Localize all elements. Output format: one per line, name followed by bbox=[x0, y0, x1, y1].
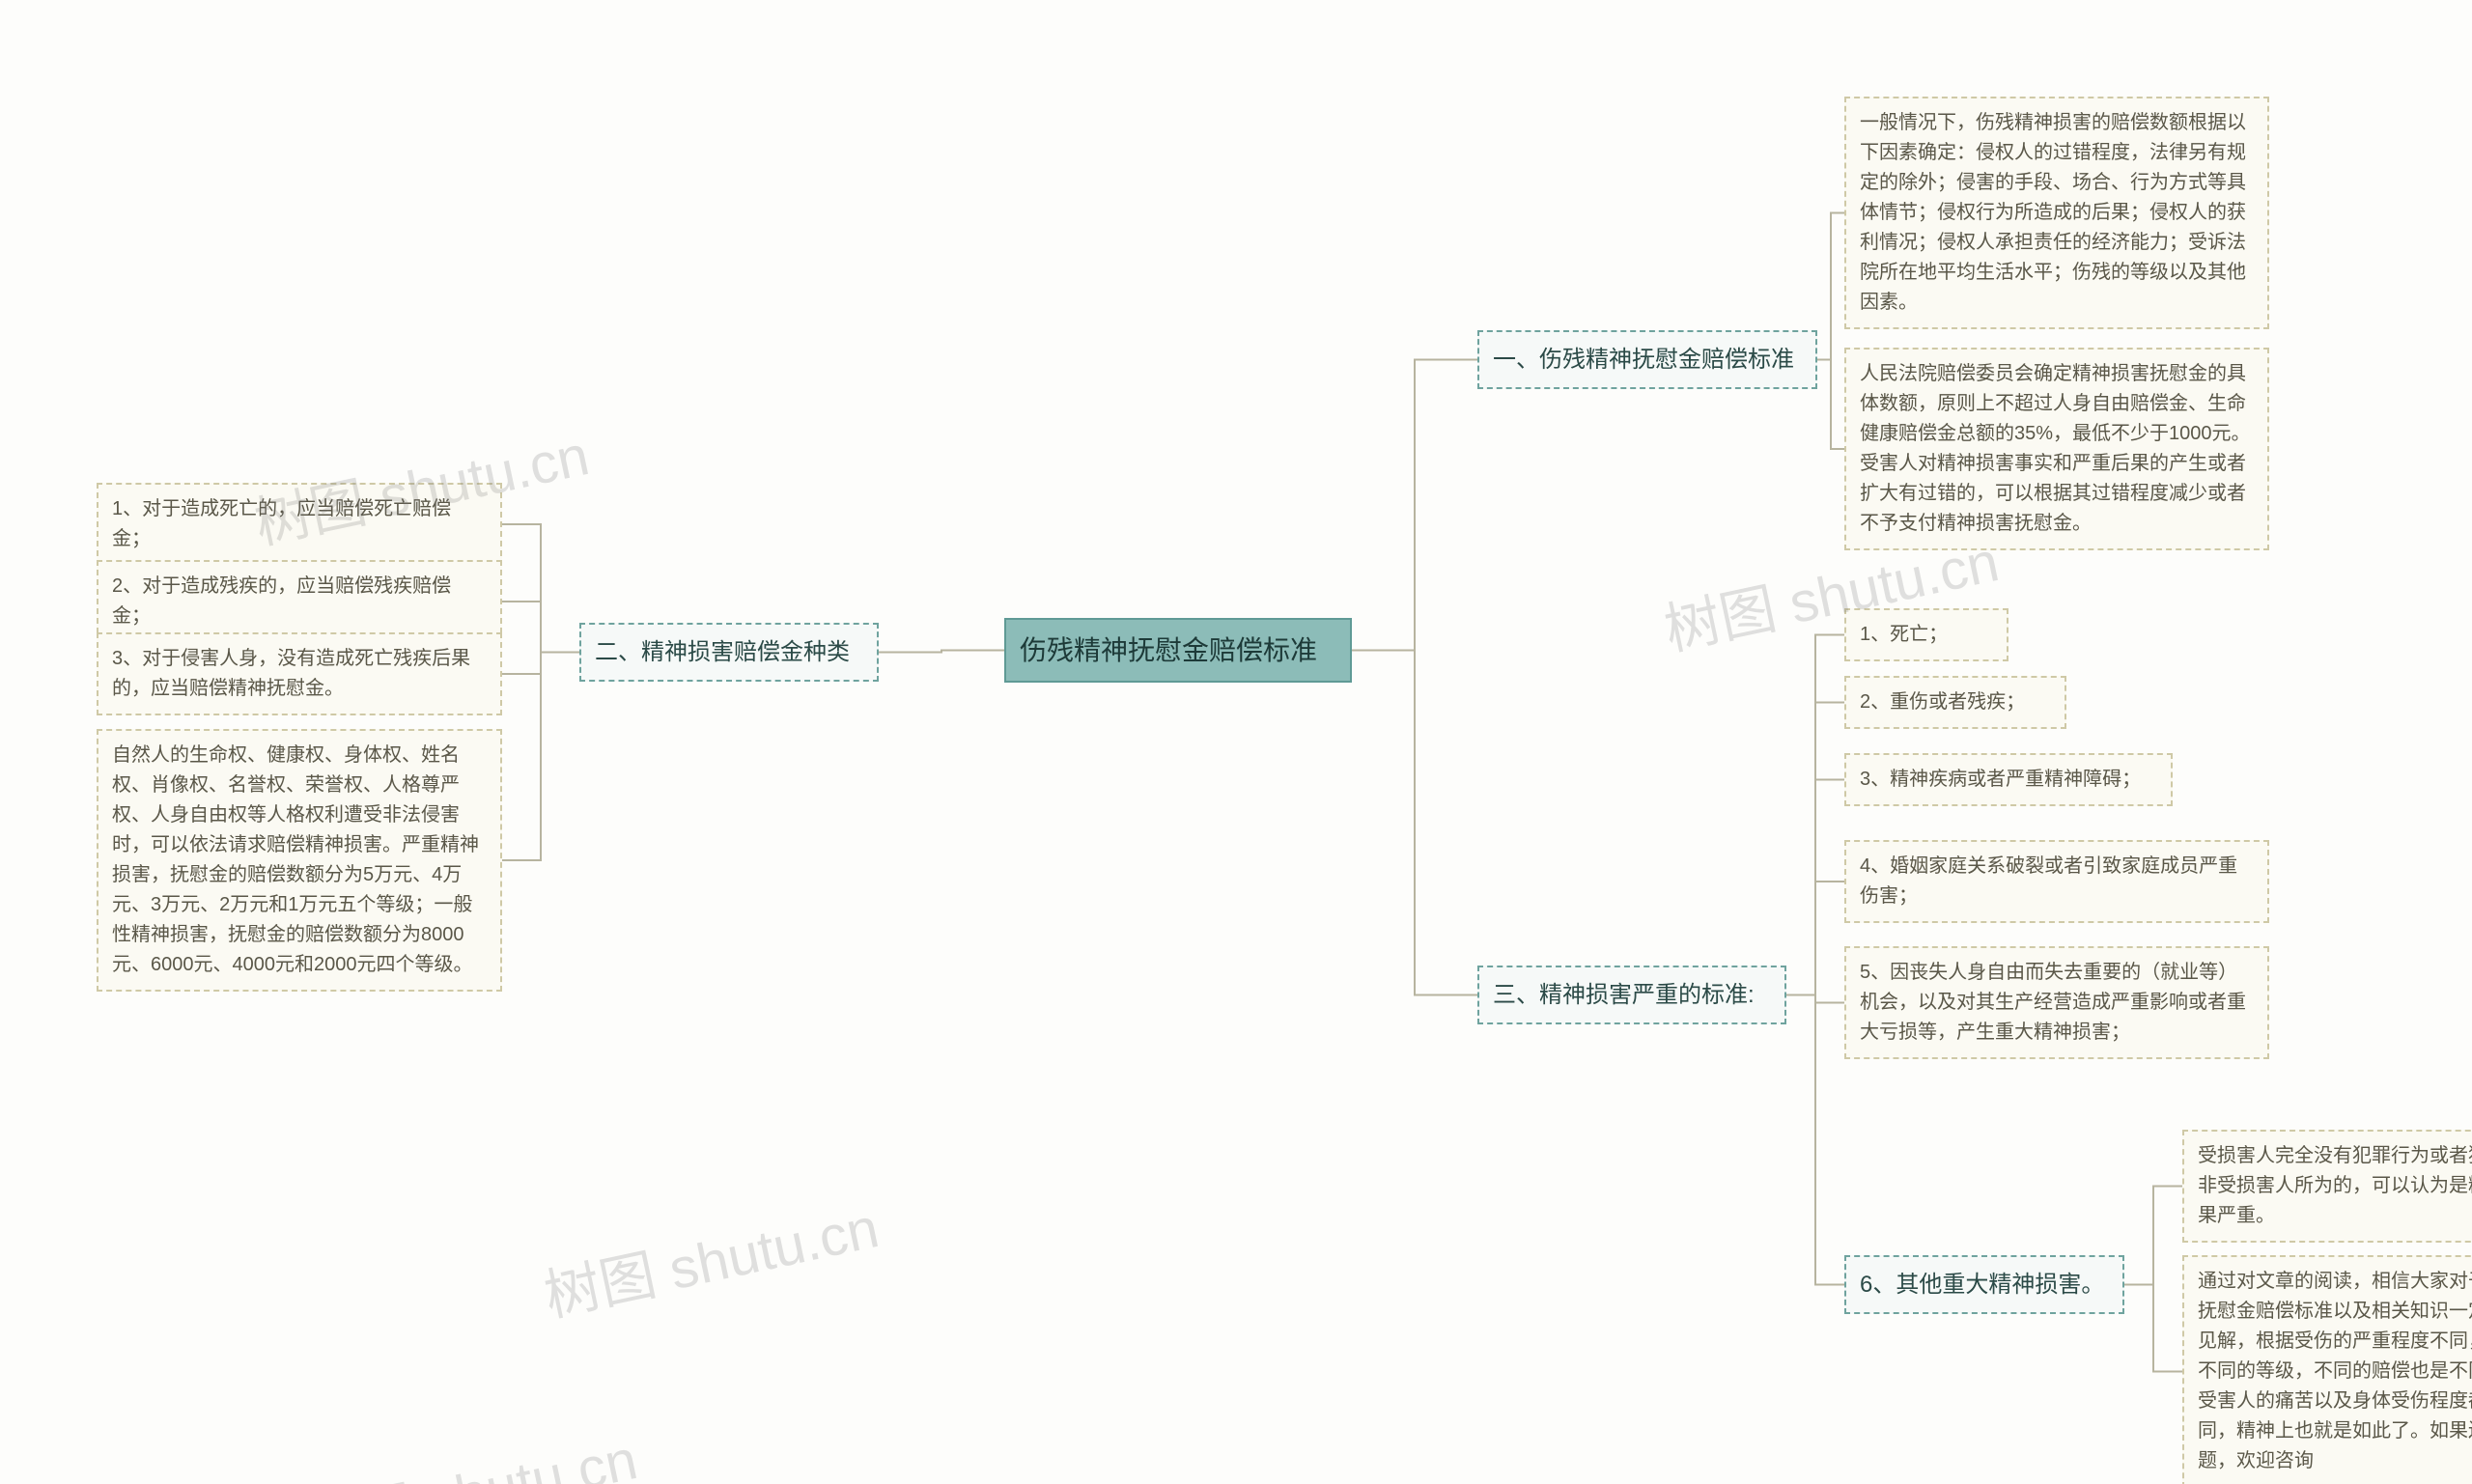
watermark-text: 树图 shutu.cn bbox=[295, 1414, 643, 1484]
leaf-3-1: 1、死亡； bbox=[1844, 608, 2008, 661]
leaf-3-2: 2、重伤或者残疾； bbox=[1844, 676, 2066, 729]
leaf-2b: 2、对于造成残疾的，应当赔偿残疾赔偿金； bbox=[97, 560, 502, 643]
leaf-2c: 3、对于侵害人身，没有造成死亡残疾后果的，应当赔偿精神抚慰金。 bbox=[97, 632, 502, 715]
leaf-3-4: 4、婚姻家庭关系破裂或者引致家庭成员严重伤害； bbox=[1844, 840, 2269, 923]
leaf-2d: 自然人的生命权、健康权、身体权、姓名权、肖像权、名誉权、荣誉权、人格尊严权、人身… bbox=[97, 729, 502, 992]
leaf-6b: 通过对文章的阅读，相信大家对于伤残精神抚慰金赔偿标准以及相关知识一定有自己的见解… bbox=[2182, 1255, 2472, 1484]
leaf-2a: 1、对于造成死亡的，应当赔偿死亡赔偿金； bbox=[97, 483, 502, 566]
leaf-3-3: 3、精神疾病或者严重精神障碍； bbox=[1844, 753, 2173, 806]
branch-2: 二、精神损害赔偿金种类 bbox=[579, 623, 879, 682]
leaf-6a: 受损害人完全没有犯罪行为或者犯罪事实并非受损害人所为的，可以认为是精神损害后果严… bbox=[2182, 1130, 2472, 1243]
branch-3: 三、精神损害严重的标准: bbox=[1477, 966, 1786, 1024]
leaf-1b: 人民法院赔偿委员会确定精神损害抚慰金的具体数额，原则上不超过人身自由赔偿金、生命… bbox=[1844, 348, 2269, 550]
branch-3-item-6: 6、其他重大精神损害。 bbox=[1844, 1255, 2124, 1314]
root-node: 伤残精神抚慰金赔偿标准 bbox=[1004, 618, 1352, 683]
leaf-3-5: 5、因丧失人身自由而失去重要的（就业等）机会，以及对其生产经营造成严重影响或者重… bbox=[1844, 946, 2269, 1059]
branch-1: 一、伤残精神抚慰金赔偿标准 bbox=[1477, 330, 1817, 389]
watermark-text: 树图 shutu.cn bbox=[536, 1182, 885, 1331]
leaf-1a: 一般情况下，伤残精神损害的赔偿数额根据以下因素确定：侵权人的过错程度，法律另有规… bbox=[1844, 97, 2269, 329]
